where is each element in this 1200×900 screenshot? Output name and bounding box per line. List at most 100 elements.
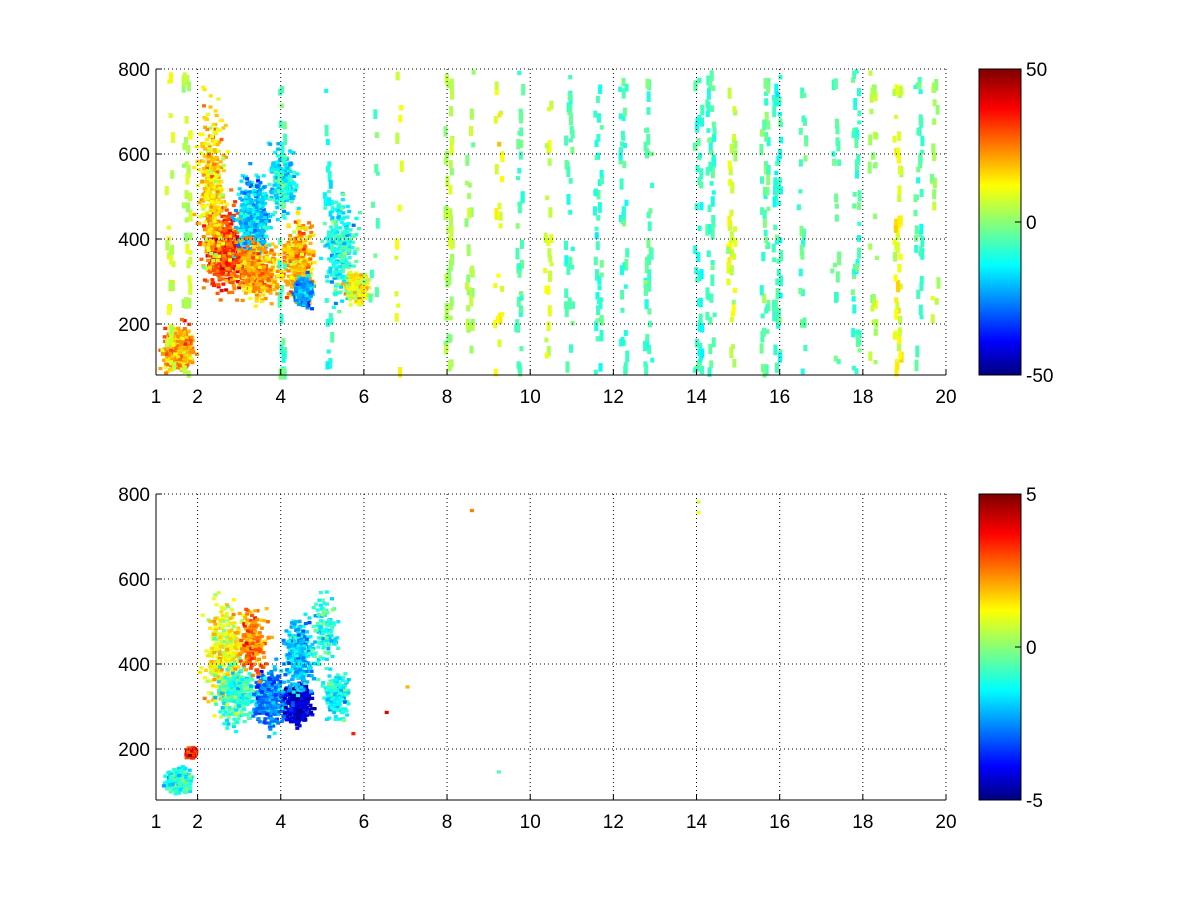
top-cell bbox=[224, 264, 229, 269]
top-cell bbox=[235, 247, 240, 252]
top-cell bbox=[277, 296, 282, 308]
top-cell bbox=[336, 202, 341, 206]
top-cell bbox=[374, 163, 379, 173]
top-cell bbox=[546, 238, 551, 247]
top-cell bbox=[222, 219, 227, 223]
top-cell bbox=[375, 171, 380, 176]
top-cell bbox=[516, 176, 520, 181]
top-cell bbox=[693, 145, 698, 151]
top-cell bbox=[599, 314, 604, 326]
top-cell bbox=[185, 359, 190, 363]
top-cell bbox=[206, 216, 210, 221]
top-cell bbox=[211, 185, 216, 189]
top-cell bbox=[646, 238, 651, 248]
top-cell bbox=[622, 262, 627, 271]
top-cell bbox=[449, 144, 454, 156]
top-cell bbox=[599, 174, 604, 185]
top-cell bbox=[709, 137, 714, 144]
top-cell bbox=[857, 120, 862, 125]
top-cell bbox=[215, 291, 220, 295]
top-cell bbox=[892, 135, 897, 143]
top-cell bbox=[238, 254, 243, 259]
top-cell bbox=[288, 163, 293, 167]
top-cell bbox=[894, 218, 899, 227]
top-x-tick-label: 12 bbox=[603, 387, 624, 408]
top-cell bbox=[237, 286, 242, 290]
top-cell bbox=[836, 140, 841, 152]
top-cell bbox=[766, 206, 771, 211]
top-cell bbox=[163, 326, 168, 331]
top-cell bbox=[325, 318, 330, 327]
top-cell bbox=[331, 305, 336, 309]
top-cell bbox=[174, 346, 179, 351]
top-cell bbox=[778, 237, 783, 244]
top-cell bbox=[244, 175, 249, 179]
top-cell bbox=[448, 208, 453, 217]
top-cell bbox=[295, 287, 300, 291]
top-cell bbox=[255, 189, 260, 194]
top-cell bbox=[295, 283, 300, 287]
top-cell bbox=[362, 272, 367, 276]
top-cell bbox=[800, 289, 805, 297]
top-cell bbox=[324, 236, 329, 240]
top-cell bbox=[519, 291, 523, 296]
top-cell bbox=[775, 160, 780, 166]
top-cell bbox=[895, 362, 900, 371]
top-cell bbox=[699, 269, 704, 280]
top-cell bbox=[285, 211, 290, 215]
top-cell bbox=[303, 266, 308, 270]
top-cell bbox=[325, 138, 330, 146]
top-cell bbox=[251, 256, 256, 260]
top-cell bbox=[850, 289, 855, 296]
top-cell bbox=[214, 212, 219, 216]
top-cell bbox=[397, 204, 402, 212]
top-cell bbox=[332, 274, 337, 278]
top-cell bbox=[277, 198, 282, 202]
top-cell bbox=[243, 272, 248, 276]
top-cell bbox=[186, 370, 191, 378]
top-cell bbox=[776, 319, 781, 329]
top-cell bbox=[258, 223, 263, 227]
top-cell bbox=[216, 164, 221, 169]
top-x-tick-label: 18 bbox=[852, 387, 873, 408]
top-cell bbox=[520, 259, 524, 269]
top-cell bbox=[198, 241, 203, 245]
top-cell bbox=[210, 242, 215, 246]
top-cell bbox=[443, 206, 448, 212]
top-cell bbox=[188, 339, 193, 343]
top-cell bbox=[568, 178, 573, 184]
top-cell bbox=[247, 268, 251, 272]
top-cell bbox=[868, 351, 873, 361]
top-cell bbox=[252, 245, 256, 249]
top-cell bbox=[235, 211, 240, 215]
top-cell bbox=[647, 278, 652, 286]
top-cell bbox=[547, 106, 552, 112]
top-cell bbox=[283, 173, 288, 177]
top-cell bbox=[833, 78, 838, 89]
top-cell bbox=[932, 189, 937, 200]
top-cell bbox=[302, 290, 306, 294]
top-cell bbox=[330, 202, 334, 206]
bottom-cell bbox=[209, 648, 214, 652]
top-cell bbox=[394, 313, 399, 322]
top-cell bbox=[766, 174, 771, 186]
top-cell bbox=[271, 161, 276, 165]
top-cell bbox=[297, 266, 302, 270]
top-cell bbox=[649, 151, 654, 156]
top-cell bbox=[236, 192, 241, 196]
top-cell bbox=[341, 233, 346, 238]
top-cell bbox=[711, 190, 716, 195]
top-cell bbox=[596, 305, 600, 316]
top-cell bbox=[339, 220, 344, 225]
top-cell bbox=[243, 191, 248, 195]
top-cell bbox=[330, 206, 335, 210]
top-cell bbox=[273, 150, 278, 155]
top-cell bbox=[215, 258, 220, 263]
top-cell bbox=[620, 141, 625, 147]
top-cell bbox=[237, 274, 242, 279]
top-cell bbox=[210, 188, 215, 192]
top-cell bbox=[705, 224, 710, 236]
top-cell bbox=[206, 246, 211, 250]
top-cell bbox=[293, 270, 298, 274]
top-cell bbox=[177, 364, 182, 368]
